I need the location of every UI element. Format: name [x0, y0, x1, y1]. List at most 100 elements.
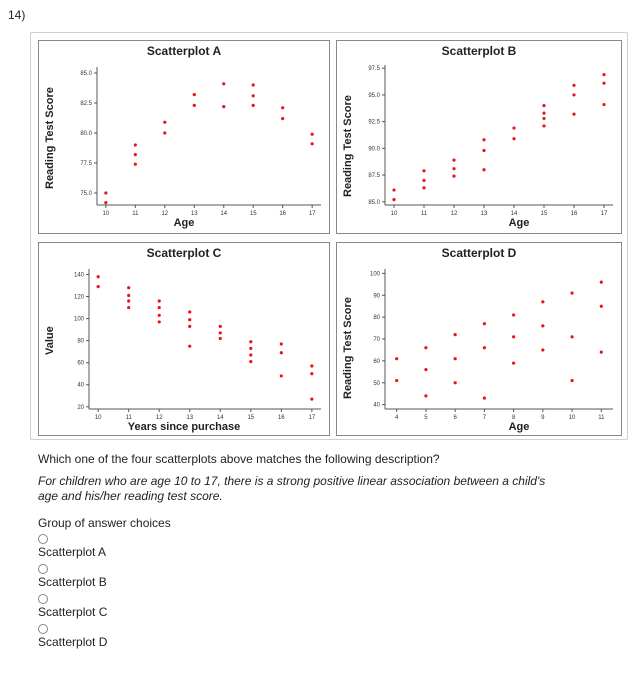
- y-tick-label: 82.5: [80, 101, 92, 107]
- data-point: [249, 353, 253, 357]
- data-point: [163, 120, 167, 124]
- y-tick-label: 60: [373, 359, 380, 365]
- x-tick-label: 7: [483, 415, 487, 421]
- data-point: [542, 116, 546, 121]
- x-tick-label: 12: [451, 211, 458, 217]
- data-point: [127, 305, 131, 310]
- y-tick-label: 80.0: [80, 131, 92, 137]
- x-tick-label: 12: [156, 415, 163, 421]
- data-point: [133, 143, 137, 147]
- choice-scatterplot-d[interactable]: Scatterplot D: [38, 635, 108, 649]
- data-point: [572, 93, 576, 97]
- x-tick-label: 16: [279, 211, 286, 217]
- data-point: [192, 103, 196, 107]
- y-tick-label: 77.5: [80, 161, 92, 167]
- data-point: [218, 331, 222, 335]
- choice-scatterplot-b[interactable]: Scatterplot B: [38, 575, 107, 589]
- data-point: [512, 126, 516, 130]
- x-tick-label: 14: [511, 211, 518, 217]
- x-tick-label: 13: [191, 211, 198, 217]
- data-point: [218, 336, 222, 341]
- x-tick-label: 17: [309, 211, 316, 217]
- data-point: [599, 350, 603, 354]
- data-point: [392, 188, 396, 192]
- y-tick-label: 75.0: [80, 191, 92, 197]
- data-point: [188, 318, 192, 322]
- y-tick-label: 40: [77, 383, 84, 389]
- x-tick-label: 15: [250, 211, 257, 217]
- data-point: [96, 285, 100, 289]
- x-tick-label: 11: [132, 211, 139, 217]
- data-point: [541, 324, 545, 328]
- y-tick-label: 100: [74, 317, 85, 323]
- data-point: [424, 368, 428, 372]
- x-tick-label: 6: [453, 415, 457, 421]
- x-tick-label: 8: [512, 415, 516, 421]
- y-tick-label: 90.0: [368, 146, 380, 152]
- data-point: [249, 359, 253, 364]
- data-point: [188, 344, 192, 348]
- data-point: [218, 324, 222, 328]
- data-point: [249, 340, 253, 344]
- data-point: [310, 142, 314, 146]
- x-tick-label: 12: [161, 211, 168, 217]
- x-tick-label: 13: [186, 415, 193, 421]
- data-point: [482, 168, 486, 172]
- data-point: [251, 103, 255, 107]
- x-tick-label: 10: [391, 211, 398, 217]
- y-tick-label: 100: [370, 271, 381, 277]
- data-point: [188, 324, 192, 328]
- data-point: [572, 83, 576, 87]
- y-tick-label: 140: [74, 273, 85, 279]
- data-point: [482, 322, 486, 326]
- data-point: [251, 94, 255, 98]
- x-tick-label: 11: [126, 415, 133, 421]
- scatterplot-c: Scatterplot C Years since purchase Value…: [38, 242, 330, 436]
- scatterplot-c-canvas: 10 11 12 13 14 15 16 17 140 120 100 80 60 40 20: [74, 269, 321, 421]
- y-tick-label: 70: [373, 337, 380, 343]
- data-point: [602, 73, 606, 77]
- data-point: [452, 174, 456, 178]
- data-point: [222, 82, 226, 86]
- data-point: [424, 394, 428, 398]
- data-point: [422, 169, 426, 173]
- choice-scatterplot-a[interactable]: Scatterplot A: [38, 545, 107, 559]
- data-point: [453, 333, 457, 337]
- data-point: [127, 299, 131, 303]
- data-point: [279, 374, 283, 378]
- data-point: [570, 335, 574, 339]
- data-point: [482, 396, 486, 400]
- x-tick-label: 10: [95, 415, 102, 421]
- scatterplot-d-xlabel: Age: [508, 421, 530, 433]
- choice-scatterplot-c[interactable]: Scatterplot C: [38, 605, 108, 619]
- data-point: [127, 286, 131, 290]
- radio-scatterplot-b[interactable]: [38, 564, 48, 574]
- data-point: [104, 191, 108, 195]
- radio-scatterplot-d[interactable]: [38, 624, 48, 634]
- data-point: [542, 104, 546, 108]
- data-point: [127, 293, 131, 298]
- x-tick-label: 10: [102, 211, 109, 217]
- data-point: [310, 364, 314, 368]
- data-point: [192, 93, 196, 97]
- scatterplot-b-title: Scatterplot B: [441, 44, 517, 58]
- data-point: [452, 158, 456, 162]
- data-point: [453, 381, 457, 385]
- data-point: [157, 313, 161, 317]
- data-point: [422, 186, 426, 190]
- x-tick-label: 14: [220, 211, 227, 217]
- x-tick-label: 15: [541, 211, 548, 217]
- data-point: [249, 346, 253, 350]
- data-point: [482, 346, 486, 350]
- data-point: [392, 198, 396, 202]
- data-point: [104, 201, 108, 205]
- radio-scatterplot-a[interactable]: [38, 534, 48, 544]
- data-point: [512, 361, 516, 365]
- data-point: [281, 117, 285, 121]
- scatterplot-c-title: Scatterplot C: [146, 246, 222, 260]
- data-point: [281, 106, 285, 110]
- scatterplot-b: Scatterplot B Age Reading Test Score 10 1…: [336, 40, 622, 234]
- data-point: [395, 378, 399, 383]
- radio-scatterplot-c[interactable]: [38, 594, 48, 604]
